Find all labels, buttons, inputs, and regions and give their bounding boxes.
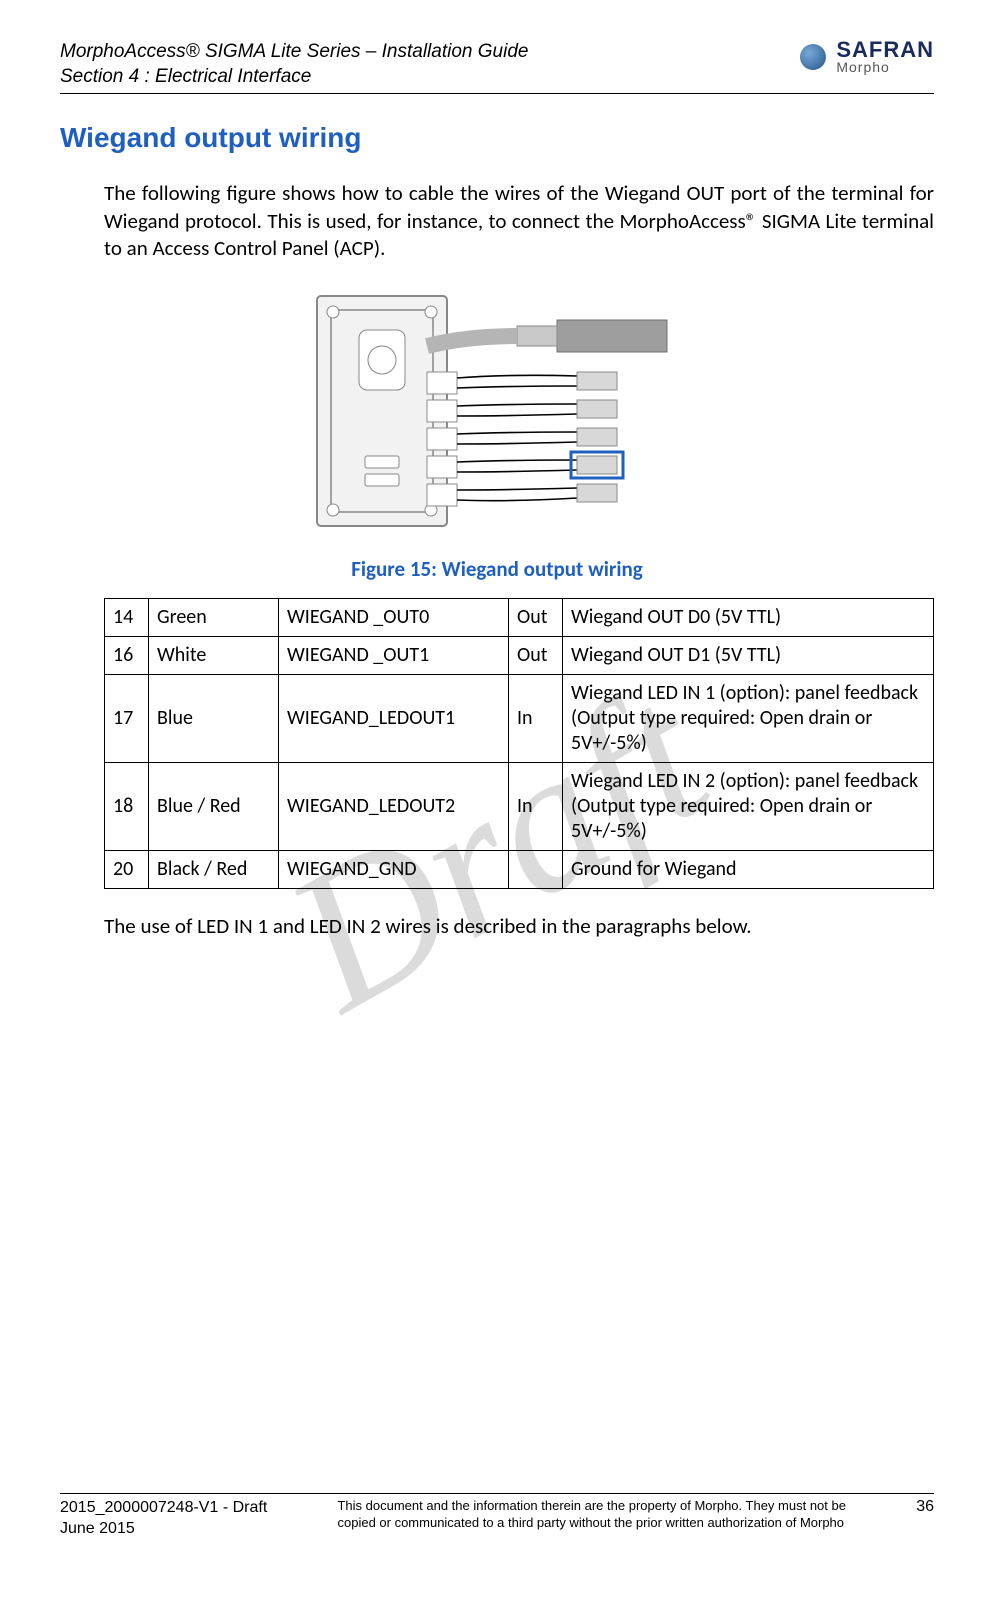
table-cell-pin: 14 [105, 599, 149, 637]
footer-date: June 2015 [60, 1519, 267, 1540]
wiring-table: 14GreenWIEGAND _OUT0OutWiegand OUT D0 (5… [104, 598, 934, 889]
table-row: 17BlueWIEGAND_LEDOUT1InWiegand LED IN 1 … [105, 675, 934, 763]
header-title-line2: Section 4 : Electrical Interface [60, 65, 528, 90]
page-header: MorphoAccess® SIGMA Lite Series – Instal… [60, 40, 934, 94]
table-row: 16WhiteWIEGAND _OUT1OutWiegand OUT D1 (5… [105, 637, 934, 675]
table-cell-pin: 18 [105, 763, 149, 851]
table-cell-signal: WIEGAND _OUT0 [279, 599, 509, 637]
logo: SAFRAN Morpho [800, 40, 934, 74]
page-footer: 2015_2000007248-V1 - Draft June 2015 Thi… [60, 1493, 934, 1540]
figure: Figure 15: Wiegand output wiring [60, 276, 934, 582]
table-cell-dir [509, 851, 563, 889]
table-cell-pin: 16 [105, 637, 149, 675]
footer-disclaimer-1: This document and the information therei… [337, 1498, 846, 1515]
table-cell-desc: Wiegand LED IN 2 (option): panel feedbac… [563, 763, 934, 851]
table-cell-color: Black / Red [149, 851, 279, 889]
table-cell-pin: 17 [105, 675, 149, 763]
table-cell-color: Blue / Red [149, 763, 279, 851]
footer-disclaimer-2: copied or communicated to a third party … [337, 1515, 846, 1532]
table-cell-dir: In [509, 675, 563, 763]
table-row: 18Blue / RedWIEGAND_LEDOUT2InWiegand LED… [105, 763, 934, 851]
table-cell-pin: 20 [105, 851, 149, 889]
table-cell-signal: WIEGAND_LEDOUT1 [279, 675, 509, 763]
table-cell-desc: Wiegand LED IN 1 (option): panel feedbac… [563, 675, 934, 763]
table-cell-dir: Out [509, 599, 563, 637]
table-cell-desc: Wiegand OUT D0 (5V TTL) [563, 599, 934, 637]
table-cell-color: Green [149, 599, 279, 637]
table-cell-color: White [149, 637, 279, 675]
table-row: 20Black / RedWIEGAND_GND Ground for Wiega… [105, 851, 934, 889]
logo-brand: SAFRAN [836, 40, 934, 61]
table-cell-desc: Wiegand OUT D1 (5V TTL) [563, 637, 934, 675]
footer-docref: 2015_2000007248-V1 - Draft [60, 1498, 267, 1519]
intro-paragraph: The following figure shows how to cable … [104, 180, 934, 262]
figure-caption: Figure 15: Wiegand output wiring [60, 556, 934, 582]
table-row: 14GreenWIEGAND _OUT0OutWiegand OUT D0 (5… [105, 599, 934, 637]
table-cell-signal: WIEGAND_LEDOUT2 [279, 763, 509, 851]
table-cell-signal: WIEGAND _OUT1 [279, 637, 509, 675]
table-cell-desc: Ground for Wiegand [563, 851, 934, 889]
logo-sub: Morpho [836, 61, 934, 74]
closing-paragraph: The use of LED IN 1 and LED IN 2 wires i… [104, 913, 934, 940]
table-cell-color: Blue [149, 675, 279, 763]
page-number: 36 [916, 1498, 934, 1516]
table-cell-dir: Out [509, 637, 563, 675]
logo-icon [800, 44, 826, 70]
table-cell-dir: In [509, 763, 563, 851]
section-title: Wiegand output wiring [60, 122, 934, 154]
table-cell-signal: WIEGAND_GND [279, 851, 509, 889]
header-title-line1: MorphoAccess® SIGMA Lite Series – Instal… [60, 40, 528, 65]
wiring-diagram [277, 276, 717, 546]
